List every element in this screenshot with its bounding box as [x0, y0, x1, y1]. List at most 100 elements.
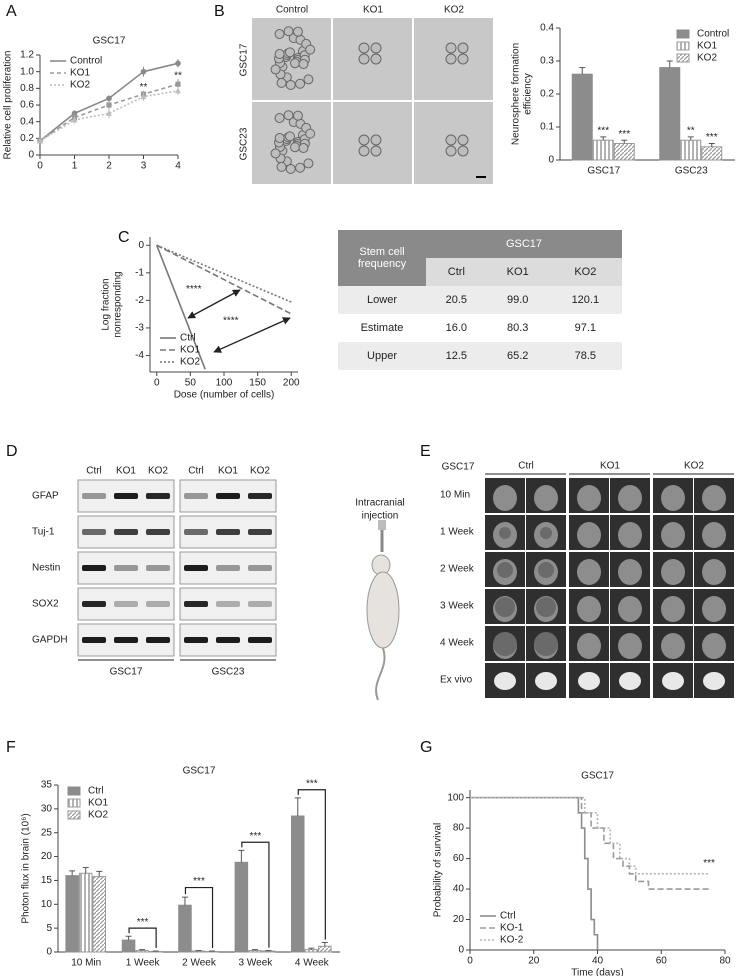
bar	[78, 872, 93, 953]
cell: 12.5	[445, 350, 468, 362]
marker	[140, 68, 147, 75]
bracket	[297, 789, 326, 940]
panel-label: B	[214, 3, 225, 20]
legend-label: KO-1	[500, 923, 524, 934]
x-tick-label: 10 Min	[71, 958, 101, 969]
head	[618, 633, 642, 659]
brain	[535, 672, 557, 690]
y-tick-label: 60	[453, 853, 465, 864]
y-axis-label: Log fraction	[101, 278, 112, 330]
legend-label: KO1	[70, 68, 90, 79]
legend-swatch	[67, 786, 81, 796]
x-tick-label: GSC23	[675, 166, 708, 177]
cell	[292, 26, 303, 37]
row-header: Lower	[367, 294, 397, 306]
legend-label: KO-2	[500, 935, 524, 946]
brain	[619, 672, 641, 690]
y-tick-label: 0	[28, 150, 34, 161]
x-tick-label: 100	[216, 378, 233, 389]
cell	[295, 162, 306, 173]
y-tick-label: 20	[41, 851, 53, 862]
annotation: ***	[193, 876, 205, 887]
brain	[703, 672, 725, 690]
annotation: **	[140, 82, 148, 93]
legend-swatch	[67, 810, 81, 820]
head	[618, 559, 642, 585]
lane-label: KO1	[116, 466, 136, 477]
band	[184, 601, 208, 607]
cell	[274, 29, 285, 40]
cell	[305, 128, 316, 139]
legend-label: Ctrl	[500, 911, 516, 922]
row-label: GSC17	[239, 43, 250, 76]
cell: 97.1	[574, 322, 597, 334]
bracket	[128, 927, 157, 949]
y-tick-label: 0.4	[540, 23, 554, 34]
x-tick-label: 50	[185, 378, 197, 389]
head	[577, 596, 601, 622]
bar	[701, 146, 723, 161]
series-line	[470, 796, 710, 890]
x-axis-label: Dose (number of cells)	[174, 390, 275, 401]
cell	[305, 44, 316, 55]
marker	[175, 60, 181, 67]
annotation: ***	[703, 858, 715, 869]
bracket	[184, 886, 214, 949]
legend-label: KO1	[88, 798, 108, 809]
legend-swatch	[676, 53, 690, 63]
cell	[445, 145, 457, 157]
legend-swatch	[676, 41, 690, 51]
bar	[248, 950, 262, 953]
cell	[445, 53, 457, 65]
annotation: **	[687, 126, 695, 137]
x-tick-label: 20	[528, 956, 540, 967]
cell	[284, 47, 295, 58]
cell: 80.3	[506, 322, 529, 334]
cell	[445, 134, 457, 146]
head	[493, 485, 517, 511]
row-label: 3 Week	[440, 601, 475, 612]
marker	[71, 110, 78, 117]
bar	[680, 139, 702, 161]
band	[248, 493, 272, 499]
annotation: ***	[306, 778, 318, 789]
bar	[613, 143, 635, 161]
cell	[270, 148, 281, 159]
series-line	[470, 796, 710, 875]
legend-label: KO2	[70, 80, 90, 91]
head	[702, 633, 726, 659]
cell	[358, 53, 370, 65]
group-label: GSC23	[212, 667, 245, 678]
y-axis-label: Neurosphere formation	[511, 43, 522, 145]
y-tick-label: 0.2	[540, 89, 554, 100]
y-tick-label: 0.8	[20, 83, 34, 94]
y-tick-label: 25	[41, 827, 53, 838]
head	[577, 485, 601, 511]
band	[114, 529, 138, 535]
y-tick-label: -4	[135, 350, 144, 361]
annotation: ***	[618, 129, 630, 140]
mouse-illustration	[366, 520, 400, 701]
legend-label: KO2	[88, 810, 108, 821]
band	[248, 565, 272, 571]
y-tick-label: -3	[135, 323, 144, 334]
head	[661, 633, 685, 659]
bar	[234, 861, 249, 953]
x-tick-label: 200	[283, 378, 300, 389]
cell: 78.5	[574, 350, 597, 362]
head	[661, 596, 685, 622]
band	[82, 493, 106, 499]
y-axis-label: efficiency	[523, 73, 534, 115]
cell	[457, 145, 469, 157]
x-tick-label: 4 Week	[295, 958, 330, 969]
y-axis-label: Photon flux in brain (10⁶)	[21, 813, 32, 923]
x-tick-label: GSC17	[587, 166, 620, 177]
cell	[370, 42, 382, 54]
arrow	[213, 317, 291, 353]
band	[82, 565, 106, 571]
column-header: KO2	[548, 258, 622, 286]
cell	[274, 113, 285, 124]
series-line	[156, 244, 292, 303]
bar	[592, 139, 614, 161]
